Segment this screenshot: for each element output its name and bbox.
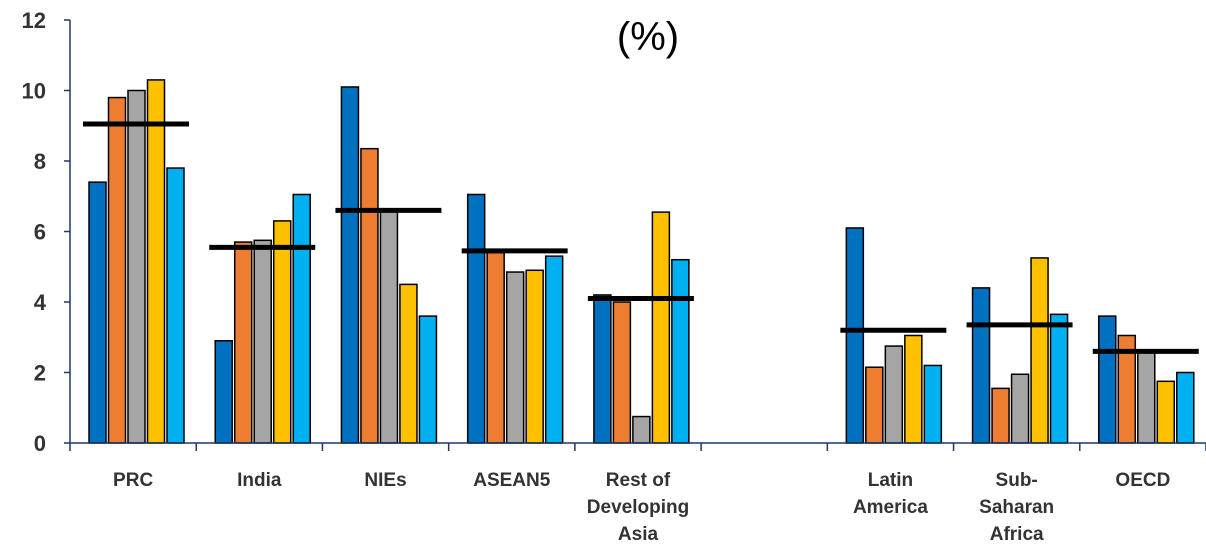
bar-4-4 — [671, 258, 690, 444]
bar-4-3 — [651, 211, 671, 444]
bar-4-0 — [593, 294, 612, 444]
bar-1-4 — [292, 193, 311, 444]
bar-1-2 — [253, 239, 272, 444]
bar-2-0 — [340, 86, 360, 444]
bar-8-0 — [1098, 315, 1117, 444]
bar-1-1 — [233, 241, 253, 444]
bar-3-4 — [544, 255, 564, 444]
bar-7-4 — [1049, 313, 1069, 444]
bar-2-1 — [360, 147, 379, 444]
bar-6-1 — [865, 366, 884, 444]
bar-6-0 — [845, 227, 865, 444]
bar-1-0 — [214, 340, 233, 444]
x-category-label: Saharan — [979, 497, 1054, 518]
bar-6-2 — [884, 345, 904, 444]
x-category-label: Rest of — [606, 470, 671, 491]
x-category-label: Sub- — [996, 470, 1038, 491]
bar-3-0 — [466, 193, 486, 444]
x-category-label: Africa — [990, 524, 1044, 545]
bar-3-3 — [525, 269, 544, 444]
bar-0-1 — [107, 96, 127, 444]
bar-2-4 — [418, 315, 438, 444]
y-tick-label: 0 — [34, 431, 46, 456]
bar-6-4 — [923, 364, 943, 444]
y-tick-label: 2 — [34, 361, 46, 386]
x-category-label: ASEAN5 — [473, 470, 551, 491]
bar-4-1 — [612, 301, 632, 444]
bar-3-2 — [505, 271, 525, 444]
bar-8-3 — [1156, 380, 1176, 444]
bar-0-2 — [127, 89, 146, 444]
bar-1-3 — [272, 220, 292, 444]
x-category-label: America — [853, 497, 928, 518]
bar-2-3 — [399, 283, 418, 444]
x-category-labels: PRC India NIEs ASEAN5 Rest of Developing Asia L… — [113, 470, 1170, 545]
y-tick-label: 12 — [22, 8, 46, 33]
bar-7-2 — [1010, 373, 1030, 444]
bar-7-3 — [1030, 257, 1049, 444]
y-tick-label: 4 — [34, 290, 47, 315]
y-tick-label: 8 — [34, 149, 46, 174]
x-category-label: Latin — [868, 470, 913, 491]
bar-8-2 — [1137, 350, 1156, 444]
average-lines-group — [83, 121, 1199, 354]
bar-4-2 — [632, 415, 651, 444]
x-category-label: NIEs — [364, 470, 406, 491]
axes-group — [64, 19, 1206, 451]
bar-2-2 — [379, 209, 399, 444]
x-category-label: Developing — [587, 497, 689, 518]
bar-6-3 — [904, 334, 923, 444]
bars-group — [88, 79, 1195, 444]
bar-0-3 — [146, 79, 166, 444]
bar-7-1 — [991, 387, 1010, 444]
bar-7-0 — [971, 287, 991, 444]
bar-0-0 — [88, 181, 107, 444]
x-category-label: India — [237, 470, 282, 491]
bar-0-4 — [166, 167, 185, 444]
chart-title: (%) — [617, 15, 679, 59]
y-tick-label: 10 — [22, 79, 46, 104]
bar-3-1 — [486, 251, 505, 444]
x-category-label: OECD — [1115, 470, 1170, 491]
x-category-label: PRC — [113, 470, 153, 491]
bar-8-4 — [1176, 371, 1195, 444]
y-tick-label: 6 — [34, 220, 46, 245]
y-tick-labels: 0 2 4 6 8 10 12 — [22, 8, 47, 456]
x-category-label: Asia — [618, 524, 659, 545]
